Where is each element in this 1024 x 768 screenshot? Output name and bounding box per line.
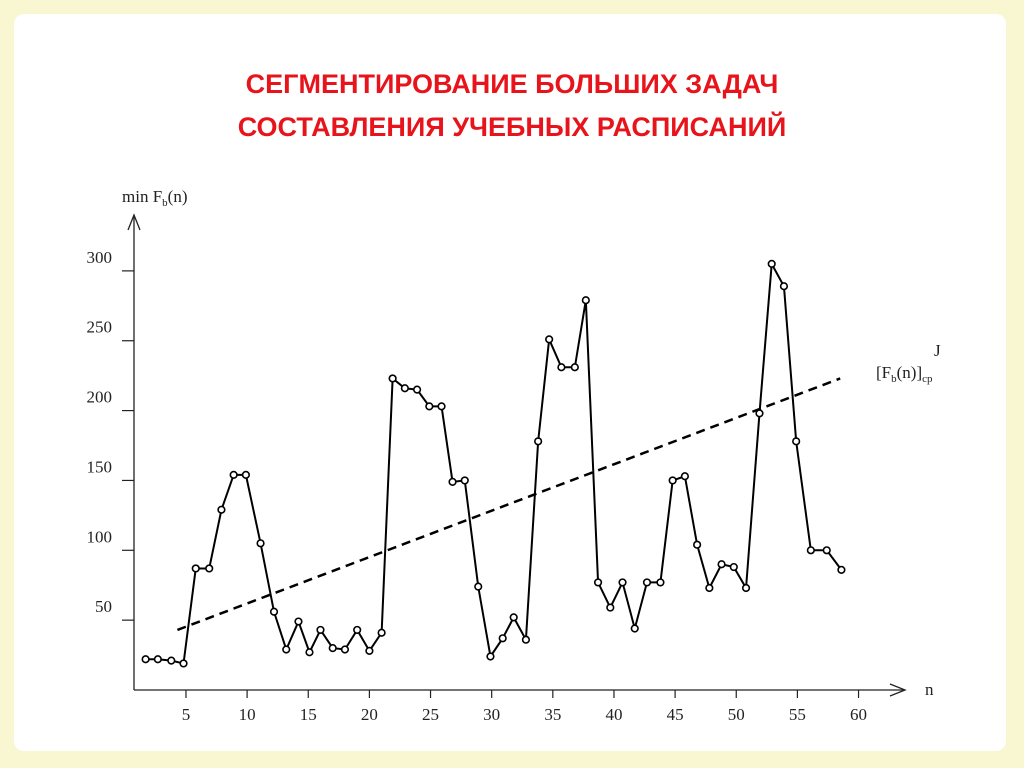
data-point [581, 296, 590, 305]
data-point [316, 625, 325, 635]
trend-main: [F [876, 363, 891, 382]
data-point [282, 645, 291, 654]
data-point [534, 437, 543, 446]
data-point [717, 560, 726, 569]
y-tick-label: 200 [87, 388, 113, 407]
x-tick-label: 5 [182, 705, 191, 724]
data-point [305, 648, 314, 657]
data-point [642, 578, 652, 587]
trend-sup: J [934, 341, 941, 360]
data-point [521, 635, 531, 644]
data-point [191, 564, 200, 573]
data-point [425, 402, 434, 411]
panel [14, 14, 1006, 751]
trend-label: [Fb(n)]ср [876, 363, 933, 385]
data-point [241, 470, 250, 479]
x-tick-label: 30 [483, 705, 500, 724]
data-point [486, 652, 495, 661]
data-point [448, 477, 457, 486]
data-point [837, 565, 846, 574]
data-point [656, 578, 665, 587]
data-point [340, 645, 350, 654]
data-point [460, 476, 469, 485]
data-point [509, 613, 518, 622]
x-tick-label: 35 [544, 705, 561, 724]
y-tick-label: 100 [87, 527, 113, 546]
x-axis-label: n [925, 680, 934, 699]
data-point [400, 384, 409, 393]
trend-line [176, 377, 841, 632]
x-tick-label: 50 [728, 705, 745, 724]
x-tick-label: 45 [667, 705, 684, 724]
data-point [618, 578, 627, 587]
data-point [269, 607, 279, 616]
x-tick-label: 55 [789, 705, 806, 724]
data-point [729, 562, 738, 572]
data-point [377, 628, 386, 637]
data-point [179, 659, 188, 668]
data-point [792, 437, 801, 446]
data-point [680, 472, 689, 481]
data-point [388, 374, 397, 383]
x-tick-label: 10 [239, 705, 256, 724]
data-point [593, 578, 603, 587]
data-point [474, 582, 483, 591]
y-tick-label: 300 [87, 248, 113, 267]
data-point [153, 655, 162, 664]
title-line: СЕГМЕНТИРОВАНИЕ БОЛЬШИХ ЗАДАЧ [246, 69, 779, 99]
data-point [294, 617, 303, 626]
data-point [353, 625, 362, 635]
x-tick-label: 20 [361, 705, 378, 724]
data-point [570, 363, 579, 372]
data-point [822, 546, 831, 555]
trend-sub: b [891, 373, 897, 385]
title-line: СОСТАВЛЕНИЯ УЧЕБНЫХ РАСПИСАНИЙ [238, 111, 787, 142]
axes [127, 213, 907, 697]
data-point [217, 505, 226, 514]
y-label-sub: b [162, 197, 168, 209]
data-point [437, 402, 446, 411]
y-tick-label: 150 [87, 457, 113, 476]
x-tick-label: 40 [605, 705, 622, 724]
data-point [767, 259, 776, 268]
data-point [545, 335, 554, 344]
data-point [205, 564, 214, 573]
data-point [741, 583, 751, 593]
data-point [557, 363, 566, 372]
x-tick-label: 60 [850, 705, 867, 724]
data-point [630, 624, 639, 633]
data-point [693, 540, 702, 549]
data-point [412, 385, 422, 394]
data-point [141, 655, 150, 664]
y-axis-label: min Fb(n) [122, 187, 187, 209]
data-point [256, 539, 265, 548]
data-point [328, 643, 337, 653]
data-point [779, 282, 789, 291]
data-point [755, 409, 764, 418]
data-point [606, 603, 615, 612]
trend-rest: (n)] [897, 363, 922, 382]
x-tick-label: 15 [300, 705, 317, 724]
x-tick-label: 25 [422, 705, 439, 724]
trend-sub2: ср [922, 373, 933, 385]
y-tick-label: 50 [95, 597, 112, 616]
data-point [498, 634, 507, 643]
y-label-main: min F [122, 187, 162, 206]
data-point [365, 646, 374, 655]
data-point [229, 470, 238, 479]
data-point [668, 476, 677, 485]
data-point [705, 583, 714, 593]
data-point [167, 656, 176, 665]
y-label-rest: (n) [168, 187, 188, 206]
data-point [806, 546, 815, 555]
y-tick-label: 250 [87, 318, 113, 337]
